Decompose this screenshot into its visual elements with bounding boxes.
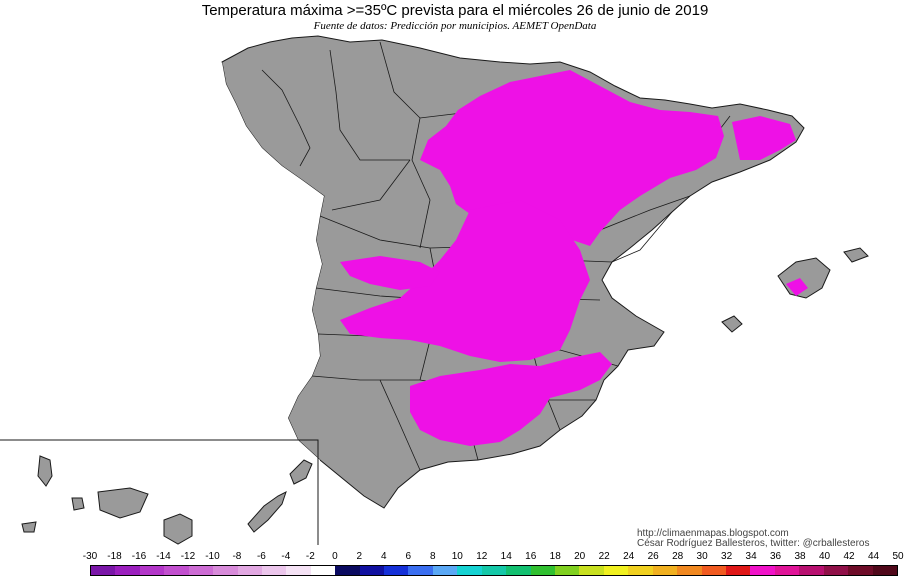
- colorbar-label: 2: [356, 551, 363, 562]
- map-title: Temperatura máxima >=35ºC prevista para …: [201, 2, 709, 19]
- hot-zone-guadalquivir: [410, 352, 612, 446]
- island-el-hierro: [21, 521, 37, 533]
- colorbar-label: -6: [256, 551, 266, 562]
- colorbar-label: -4: [281, 551, 291, 562]
- credit-author: César Rodríguez Ballesteros, twitter: @c…: [637, 538, 870, 549]
- island-tenerife: [97, 487, 149, 519]
- colorbar-label: 10: [451, 551, 463, 562]
- colorbar-swatch: [432, 566, 458, 575]
- hot-zone-ebro-castilla: [420, 70, 724, 246]
- balearic-hot-spot: [786, 278, 808, 296]
- colorbar-swatch: [310, 566, 336, 575]
- colorbar-swatch: [188, 566, 214, 575]
- credit-blog: http://climaenmapas.blogspot.com: [637, 528, 789, 539]
- portugal-area: [214, 62, 324, 470]
- colorbar-label: 4: [381, 551, 387, 562]
- colorbar-swatch: [652, 566, 678, 575]
- colorbar-label: -2: [305, 551, 315, 562]
- colorbar-label: 32: [721, 551, 733, 562]
- colorbar-swatch: [237, 566, 262, 575]
- hot-zone-extremadura-west: [340, 256, 440, 290]
- colorbar-swatch: [115, 566, 140, 575]
- island-la-palma: [37, 455, 53, 487]
- colorbar-label: 30: [696, 551, 708, 562]
- colorbar-swatch: [628, 566, 653, 575]
- colorbar-label: 22: [598, 551, 610, 562]
- island-fuerteventura: [247, 491, 287, 533]
- balearic-mallorca: [777, 257, 831, 299]
- colorbar-swatch: [555, 566, 580, 575]
- colorbar-label: 28: [672, 551, 684, 562]
- colorbar-label: 42: [843, 551, 855, 562]
- canarias-inset-frame: [0, 439, 319, 545]
- colorbar-label: 16: [525, 551, 537, 562]
- island-gran-canaria: [163, 513, 193, 545]
- colorbar-label: -10: [205, 551, 220, 562]
- colorbar-swatch: [408, 566, 433, 575]
- colorbar-swatch: [872, 566, 897, 575]
- colorbar-label: 6: [405, 551, 412, 562]
- colorbar-swatch: [823, 566, 849, 575]
- colorbar-label: 14: [500, 551, 512, 562]
- colorbar-swatch: [286, 566, 311, 575]
- colorbar-swatch: [603, 566, 629, 575]
- colorbar-label: 50: [892, 551, 904, 562]
- colorbar-swatch: [701, 566, 726, 575]
- colorbar-label: -18: [107, 551, 122, 562]
- colorbar-swatch: [261, 566, 287, 575]
- colorbar-label: -30: [82, 551, 98, 562]
- colorbar-label: 26: [647, 551, 659, 562]
- colorbar-label: 44: [867, 551, 880, 562]
- colorbar-swatch: [750, 566, 775, 575]
- colorbar-label: -14: [156, 551, 171, 562]
- colorbar-swatch: [139, 566, 165, 575]
- island-lanzarote: [289, 459, 313, 485]
- hot-zone-catalonia: [732, 116, 796, 160]
- colorbar-swatch: [677, 566, 702, 575]
- colorbar-label: 0: [332, 551, 338, 562]
- map-subtitle: Fuente de datos: Predicción por municipi…: [313, 20, 597, 32]
- colorbar-swatch: [774, 566, 800, 575]
- colorbar-label: 36: [770, 551, 782, 562]
- colorbar-swatch: [164, 566, 189, 575]
- colorbar-swatch: [579, 566, 604, 575]
- colorbar-swatch: [359, 566, 385, 575]
- colorbar-label: -8: [232, 551, 242, 562]
- colorbar-label: 40: [818, 551, 831, 562]
- colorbar-label: -16: [131, 551, 147, 562]
- colorbar-label: 38: [794, 551, 806, 562]
- colorbar-swatch: [91, 566, 116, 575]
- colorbar-swatch: [799, 566, 824, 575]
- colorbar-swatch: [457, 566, 482, 575]
- colorbar-label: 34: [745, 551, 757, 562]
- colorbar-swatch: [213, 566, 238, 575]
- colorbar-label: 18: [549, 551, 561, 562]
- colorbar-swatch: [384, 566, 409, 575]
- canary-islands: [21, 455, 313, 545]
- hot-zone-center-south: [340, 200, 590, 362]
- colorbar-swatch: [335, 566, 360, 575]
- colorbar-swatch: [725, 566, 751, 575]
- island-la-gomera: [71, 497, 85, 511]
- colorbar-label: 8: [430, 551, 436, 562]
- colorbar-label: -12: [180, 551, 196, 562]
- balearic-menorca: [843, 247, 869, 263]
- colorbar-swatch: [848, 566, 873, 575]
- colorbar-label: 12: [476, 551, 488, 562]
- colorbar-swatch: [506, 566, 531, 575]
- colorbar-label: 20: [574, 551, 586, 562]
- colorbar-labels: -30 -18 -16 -14 -12 -10 -8 -6 -4 -2 0 2 4 6 8 10 12 14 16 1…: [0, 551, 910, 564]
- colorbar-swatch: [530, 566, 556, 575]
- colorbar: [90, 565, 898, 576]
- balearic-ibiza: [721, 315, 743, 333]
- colorbar-swatch: [481, 566, 507, 575]
- colorbar-label: 24: [623, 551, 635, 562]
- hot-zones: [340, 70, 796, 446]
